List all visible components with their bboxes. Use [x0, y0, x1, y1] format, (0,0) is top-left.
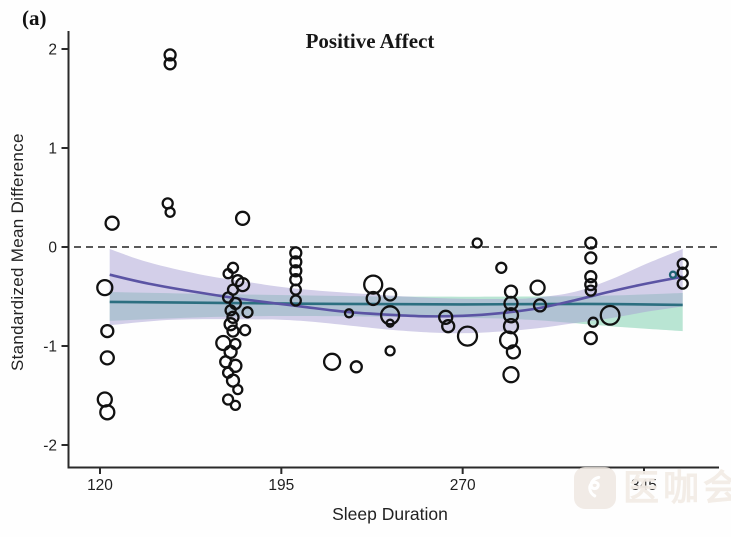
chart-title: Positive Affect	[305, 29, 435, 53]
data-point	[343, 308, 355, 319]
data-point	[505, 344, 522, 360]
cubic-fit-line	[109, 273, 683, 318]
data-point	[104, 215, 120, 231]
x-tick-label: 120	[87, 477, 113, 494]
data-point	[99, 350, 115, 366]
data-point	[96, 278, 114, 297]
data-point	[382, 287, 398, 302]
x-tick-label: 345	[631, 477, 657, 494]
data-point	[438, 309, 454, 325]
data-point	[222, 268, 234, 280]
data-point	[96, 391, 113, 408]
data-point	[349, 360, 363, 374]
data-point	[223, 317, 238, 332]
data-point	[385, 318, 395, 328]
linear-fit-line	[109, 300, 683, 307]
data-point	[215, 334, 232, 352]
data-point	[226, 324, 240, 338]
fitted-lines	[109, 273, 683, 318]
data-point	[532, 298, 548, 313]
data-point	[289, 294, 302, 307]
data-point	[584, 236, 598, 250]
data-point	[502, 318, 520, 335]
data-point	[668, 270, 678, 279]
data-point	[584, 270, 598, 284]
y-tick-label: 2	[48, 42, 57, 59]
data-point	[164, 206, 176, 218]
data-point	[365, 290, 381, 307]
data-point	[441, 319, 456, 334]
data-point	[384, 345, 396, 357]
data-point	[234, 210, 251, 226]
data-point	[471, 237, 483, 249]
data-point	[676, 277, 689, 290]
data-point	[226, 310, 240, 324]
data-point	[322, 352, 342, 371]
x-tick-label: 270	[450, 477, 476, 494]
data-point	[529, 279, 546, 296]
data-point	[221, 393, 235, 406]
data-point	[99, 404, 116, 421]
data-point	[503, 295, 519, 312]
data-point	[289, 246, 303, 260]
data-point	[289, 264, 303, 278]
data-point	[224, 304, 237, 317]
data-point	[229, 399, 242, 412]
data-point	[238, 324, 252, 337]
data-point	[163, 48, 177, 62]
data-point	[587, 316, 599, 328]
data-point	[584, 251, 598, 265]
y-tick-label: 1	[48, 141, 57, 158]
data-point	[502, 307, 520, 324]
data-point	[289, 255, 303, 269]
data-point	[228, 358, 243, 373]
data-point	[495, 261, 508, 274]
y-tick-label: -2	[43, 438, 57, 455]
data-points	[96, 48, 689, 421]
y-tick-label: 0	[48, 240, 57, 257]
data-point	[502, 366, 520, 384]
y-tick-label: -1	[43, 339, 57, 356]
data-point	[225, 373, 241, 388]
data-point	[584, 277, 598, 292]
data-point	[456, 325, 479, 347]
data-point	[163, 57, 177, 71]
data-point	[232, 383, 244, 396]
data-point	[583, 330, 598, 346]
data-point	[379, 305, 401, 326]
x-axis-title: Sleep Duration	[332, 504, 448, 524]
panel-label: (a)	[22, 6, 47, 30]
data-point	[363, 274, 384, 295]
data-point	[584, 284, 597, 297]
data-point	[100, 323, 115, 339]
data-point	[241, 306, 254, 319]
x-tick-label: 195	[268, 477, 294, 494]
data-point	[599, 304, 621, 326]
